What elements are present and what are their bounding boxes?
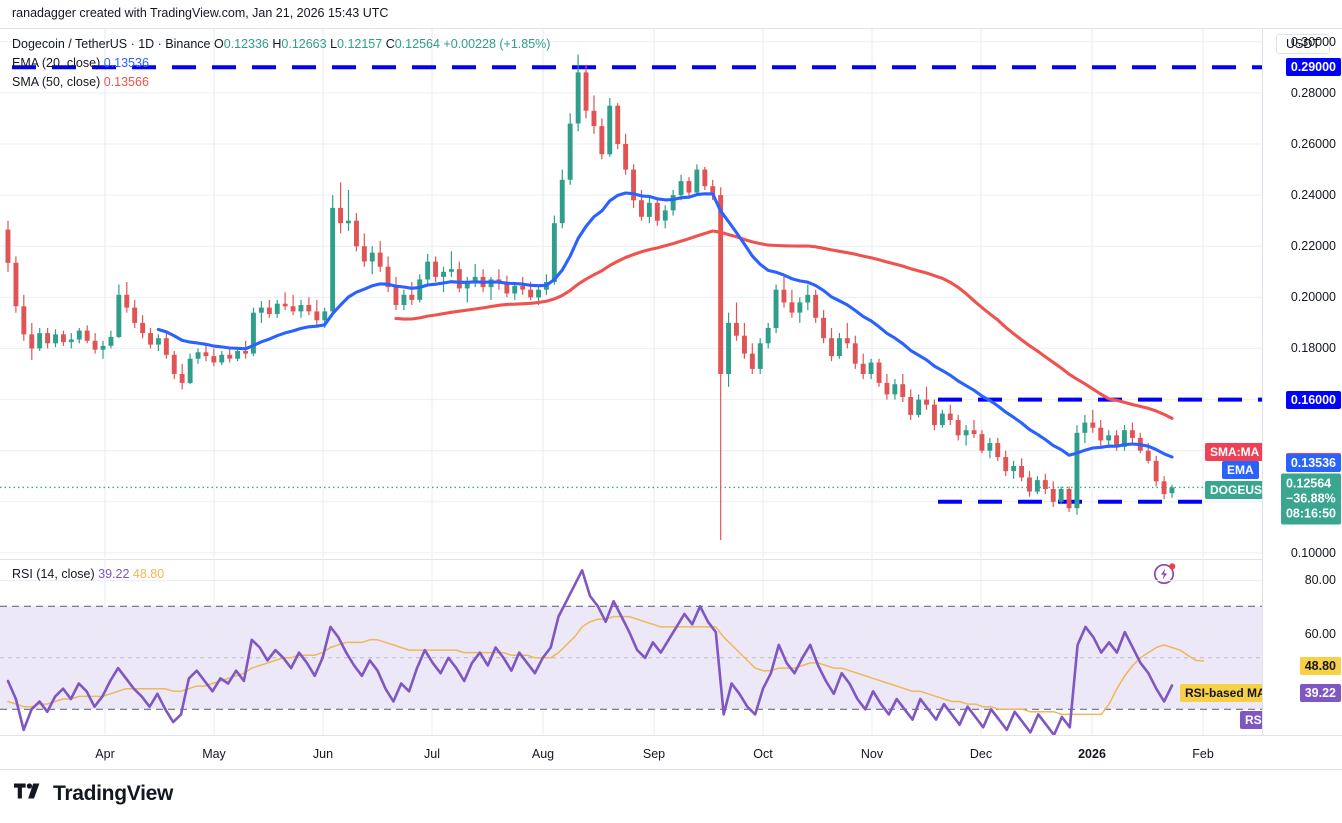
ohlc-o-label: O (213, 37, 224, 51)
price-axis-tick: 0.30000 (1290, 34, 1336, 49)
current-price-change: −36.88% (1285, 491, 1336, 506)
bar-countdown: 08:16:50 (1285, 506, 1336, 521)
symbol-title: Dogecoin / TetherUS · 1D · Binance (12, 37, 211, 51)
time-axis-tick: 2026 (1078, 747, 1106, 761)
price-axis[interactable]: USDT 0.30000 0.28000 0.26000 0.24000 0.22000… (1262, 29, 1342, 735)
tradingview-wordmark: TradingView (53, 781, 174, 805)
rsi-ma-tag[interactable]: RSI-based MA (1180, 684, 1271, 702)
attribution-text: ranadagger created with TradingView.com,… (12, 6, 389, 20)
rsi-chart-svg (0, 560, 1262, 735)
ohlc-c-label: C (385, 37, 395, 51)
chart-frame: Dogecoin / TetherUS · 1D · Binance O0.12… (0, 28, 1342, 770)
ai-lightning-icon[interactable] (1152, 560, 1178, 586)
price-axis-tick: 0.26000 (1290, 137, 1336, 151)
ohlc-l-label: L (330, 37, 338, 51)
ohlc-low: 0.12157 (337, 37, 383, 51)
sma-series-tag[interactable]: SMA:MA (1205, 443, 1265, 461)
price-axis-tick: 0.20000 (1290, 290, 1336, 305)
price-axis-tick: 0.10000 (1290, 545, 1336, 560)
time-axis-tick: Sep (642, 747, 666, 761)
price-chart-svg (0, 29, 1262, 558)
ema-series-tag-label: EMA (1227, 463, 1254, 477)
rsi-legend-value: 39.22 (98, 567, 130, 581)
symbol-series-tag-label: DOGEUSDT (1210, 483, 1279, 497)
time-axis[interactable]: Apr May Jun Jul Aug Sep Oct Nov Dec 2026 Feb (0, 735, 1342, 771)
ema-legend-value: 0.13536 (103, 56, 149, 70)
current-price-value: 0.12564 (1285, 476, 1332, 491)
tradingview-footer: TradingView (14, 781, 173, 806)
rsi-pane[interactable] (0, 559, 1262, 735)
ohlc-open: 0.12336 (223, 37, 269, 51)
ema-series-tag[interactable]: EMA (1222, 461, 1259, 479)
price-axis-tick: 0.24000 (1290, 188, 1336, 203)
rsi-legend[interactable]: RSI (14, close) 39.22 48.80 (12, 565, 164, 583)
time-axis-tick: Nov (860, 747, 884, 761)
tradingview-logo-icon (14, 781, 44, 806)
time-axis-tick: May (202, 747, 226, 761)
time-axis-tick: Jun (312, 747, 334, 761)
price-axis-badge[interactable]: 0.16000 (1285, 390, 1341, 409)
price-axis-tick: 0.28000 (1290, 85, 1336, 100)
rsi-tag-label: RSI (1245, 713, 1266, 727)
time-axis-tick: Dec (969, 747, 993, 761)
rsi-ma-tag-label: RSI-based MA (1185, 686, 1266, 700)
rsi-ma-axis-value[interactable]: 48.80 (1299, 657, 1341, 675)
price-axis-tick: 0.18000 (1290, 341, 1336, 356)
sma-legend[interactable]: SMA (50, close) 0.13566 (12, 73, 149, 91)
symbol-legend[interactable]: Dogecoin / TetherUS · 1D · Binance O0.12… (12, 35, 550, 53)
sma-legend-name: SMA (50, close) (12, 75, 101, 89)
price-axis-tick: 0.22000 (1290, 239, 1336, 254)
ema-legend[interactable]: EMA (20, close) 0.13536 (12, 54, 149, 72)
rsi-ma-legend-value: 48.80 (132, 567, 165, 581)
time-axis-tick: Aug (531, 747, 555, 761)
time-axis-tick: Jul (424, 747, 440, 761)
ohlc-h-label: H (272, 37, 282, 51)
ema-legend-name: EMA (20, close) (12, 56, 101, 70)
price-axis-badge[interactable]: 0.29000 (1285, 58, 1341, 77)
rsi-legend-name: RSI (14, close) (12, 567, 95, 581)
ohlc-change: +0.00228 (+1.85%) (443, 37, 551, 51)
rsi-axis-tick-60: 60.00 (1304, 627, 1336, 641)
ohlc-high: 0.12663 (281, 37, 327, 51)
sma-series-tag-label: SMA:MA (1210, 445, 1260, 459)
rsi-axis-tick-80: 80.00 (1304, 573, 1336, 587)
price-pane[interactable] (0, 29, 1262, 558)
ohlc-close: 0.12564 (394, 37, 440, 51)
sma-legend-value: 0.13566 (103, 75, 149, 89)
price-axis-unit: USDT (1275, 34, 1331, 54)
rsi-axis-value[interactable]: 39.22 (1299, 684, 1341, 702)
time-axis-tick: Apr (95, 747, 115, 761)
current-price-badge[interactable]: 0.12564 −36.88% 08:16:50 (1280, 473, 1341, 525)
price-axis-badge[interactable]: 0.13536 (1285, 453, 1341, 472)
time-axis-tick: Feb (1192, 747, 1214, 761)
time-axis-tick: Oct (753, 747, 773, 761)
